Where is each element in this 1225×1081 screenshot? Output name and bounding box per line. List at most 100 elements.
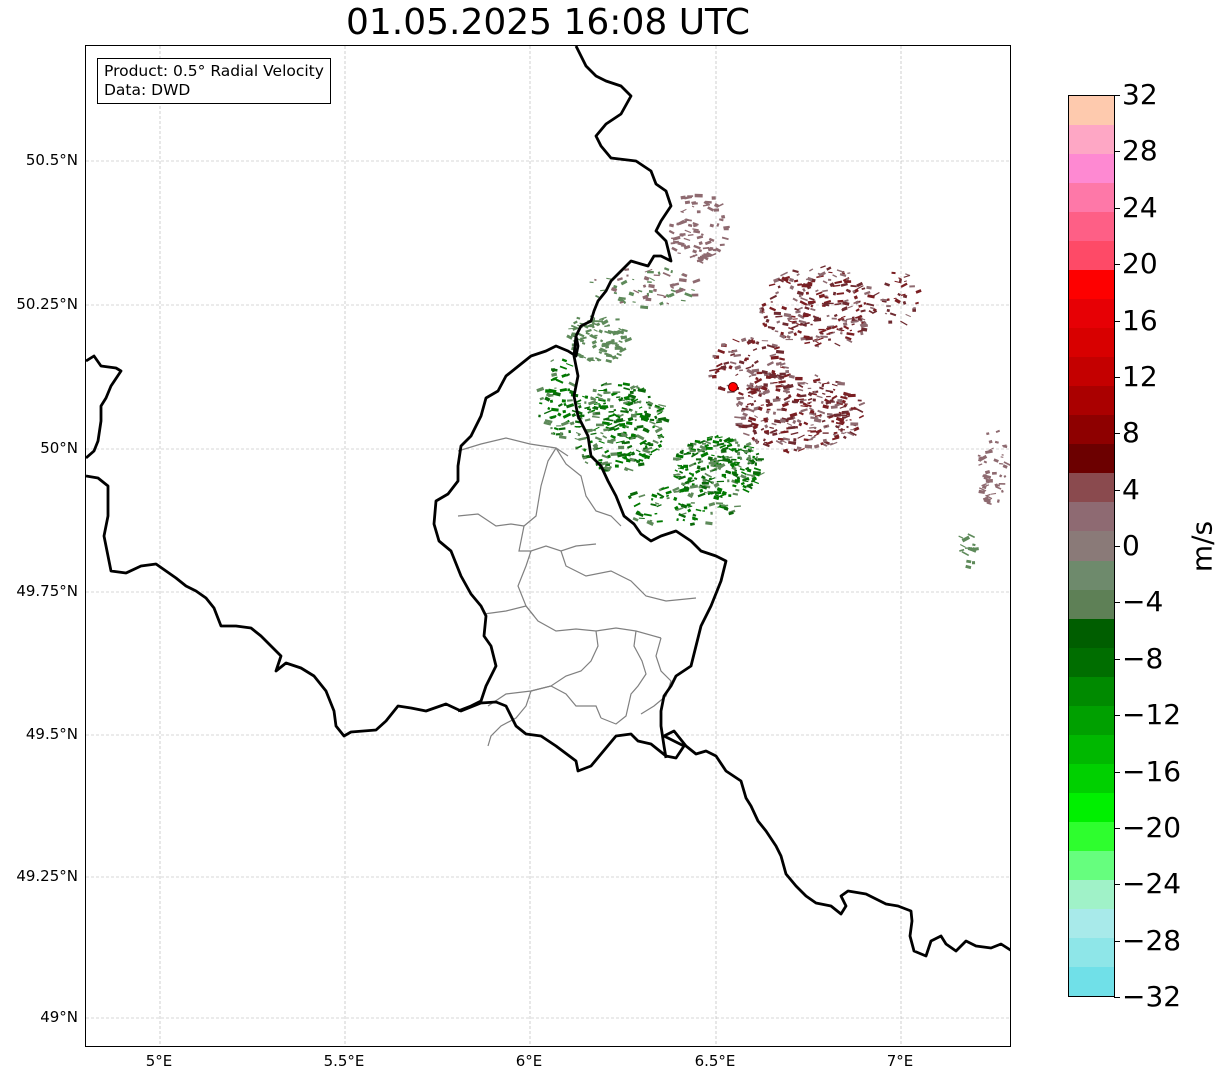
velocity-echo	[792, 269, 799, 274]
velocity-echo	[747, 419, 753, 423]
velocity-echo	[618, 296, 626, 300]
velocity-echo	[721, 490, 727, 496]
velocity-echo	[786, 335, 791, 339]
velocity-echo	[717, 455, 722, 459]
velocity-echo	[645, 446, 653, 451]
velocity-echo	[798, 294, 802, 298]
velocity-echo	[707, 491, 712, 496]
velocity-echo	[707, 206, 714, 212]
velocity-echo	[721, 455, 726, 459]
velocity-echo	[613, 284, 618, 289]
velocity-echo	[815, 289, 819, 293]
velocity-echo	[562, 412, 572, 419]
velocity-echo	[746, 384, 754, 389]
velocity-echo	[754, 462, 757, 466]
velocity-echo	[644, 410, 647, 414]
velocity-echo	[680, 195, 686, 200]
velocity-echo	[825, 389, 834, 393]
velocity-echo	[624, 451, 632, 457]
velocity-echo	[834, 280, 843, 285]
velocity-echo	[841, 319, 848, 323]
velocity-echo	[621, 328, 628, 333]
velocity-echo	[840, 315, 846, 319]
velocity-echo	[894, 280, 902, 284]
velocity-echo	[769, 353, 777, 357]
velocity-echo	[891, 271, 896, 275]
velocity-echo	[731, 458, 737, 461]
velocity-echo	[575, 445, 582, 450]
velocity-echo	[721, 504, 729, 507]
velocity-echo	[912, 307, 916, 310]
border-lu-de	[574, 46, 673, 337]
velocity-echo	[642, 284, 647, 288]
colorbar-segment	[1069, 908, 1114, 938]
velocity-echo	[689, 253, 698, 259]
velocity-echo	[850, 429, 855, 431]
velocity-echo	[795, 310, 801, 314]
velocity-echo	[746, 482, 754, 488]
velocity-echo	[763, 372, 771, 377]
velocity-echo	[792, 297, 798, 302]
velocity-echo	[821, 419, 826, 423]
velocity-echo	[711, 454, 715, 457]
velocity-echo	[656, 504, 662, 508]
velocity-echo	[593, 405, 599, 411]
velocity-echo	[601, 421, 610, 426]
velocity-echo	[837, 318, 841, 322]
velocity-echo	[693, 229, 701, 234]
velocity-echo	[820, 442, 824, 446]
colorbar-segment	[1069, 821, 1114, 851]
velocity-echo	[625, 398, 634, 401]
velocity-echo	[740, 337, 747, 343]
velocity-echo	[732, 492, 739, 496]
velocity-echo	[864, 290, 871, 296]
velocity-echo	[818, 293, 826, 299]
velocity-echo	[855, 315, 863, 319]
velocity-echo	[539, 402, 543, 405]
velocity-echo	[804, 444, 813, 449]
velocity-echo	[632, 400, 636, 403]
velocity-echo	[988, 439, 993, 444]
velocity-echo	[757, 458, 764, 461]
velocity-echo	[591, 324, 595, 329]
velocity-echo	[591, 344, 597, 349]
colorbar-tick-label: −16	[1122, 754, 1182, 788]
velocity-echo	[836, 292, 845, 295]
velocity-echo	[654, 512, 658, 515]
velocity-echo	[809, 426, 815, 429]
velocity-echo	[705, 521, 713, 526]
border-be-fr	[86, 474, 1010, 958]
velocity-echo	[791, 324, 799, 329]
velocity-echo	[593, 403, 600, 405]
velocity-echo	[859, 321, 868, 328]
velocity-echo	[649, 418, 655, 422]
velocity-echo	[750, 336, 755, 340]
velocity-echo	[753, 467, 762, 472]
velocity-echo	[854, 300, 860, 305]
velocity-echo	[902, 294, 908, 299]
velocity-echo	[996, 499, 1000, 503]
velocity-echo	[663, 267, 670, 272]
velocity-echo	[898, 278, 902, 283]
velocity-echo	[626, 436, 630, 440]
velocity-echo	[737, 451, 741, 456]
velocity-echo	[723, 225, 730, 229]
velocity-echo	[652, 425, 656, 429]
velocity-echo	[966, 559, 972, 564]
velocity-echo	[787, 330, 794, 335]
velocity-echo	[740, 416, 747, 420]
velocity-echo	[897, 292, 901, 297]
map-frame[interactable]	[85, 45, 1011, 1047]
velocity-echo	[618, 413, 624, 418]
velocity-echo	[777, 437, 785, 441]
border-be-nw	[86, 354, 123, 460]
colorbar-tick	[1114, 658, 1120, 660]
velocity-echo	[826, 333, 831, 335]
velocity-echo	[628, 452, 635, 457]
velocity-echo	[700, 451, 709, 458]
velocity-echo	[788, 425, 796, 430]
velocity-echo	[958, 535, 964, 539]
velocity-echo	[603, 391, 611, 394]
velocity-echo	[755, 376, 759, 381]
region-border	[560, 550, 697, 602]
